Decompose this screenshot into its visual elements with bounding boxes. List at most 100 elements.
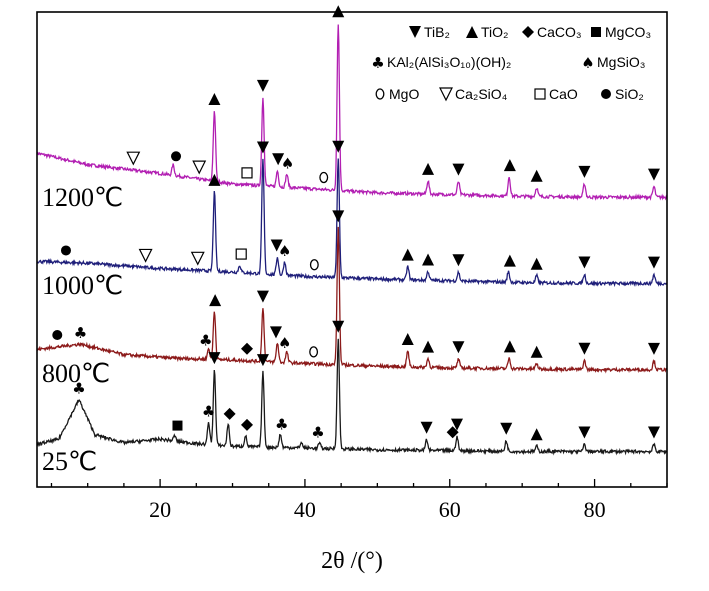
peak-marker-0-7: ♠ (281, 154, 294, 172)
peak-marker-1-1 (138, 248, 153, 263)
legend-marker-3 (591, 27, 601, 37)
peak-marker-2-10 (401, 333, 414, 346)
svg-text:♠: ♠ (278, 334, 291, 352)
peak-marker-3-11 (446, 426, 459, 439)
svg-text:♣: ♣ (275, 415, 288, 433)
peak-marker-1-12 (452, 254, 465, 267)
legend-marker-6 (375, 88, 385, 100)
legend-marker-9 (601, 89, 611, 99)
legend-label-8: CaO (549, 86, 578, 102)
series-line-1 (36, 158, 668, 288)
peak-marker-2-5 (256, 290, 269, 303)
x-axis: 20 40 60 80 (50, 479, 668, 522)
peak-marker-0-13 (530, 169, 543, 182)
peak-marker-2-6 (269, 326, 282, 339)
peak-marker-3-15 (578, 426, 591, 439)
marker-layer: ♠ ♠ ♣ ♣ ♠ ♣ ♣ ♣ ♣ (52, 5, 660, 441)
plot-frame (36, 11, 668, 488)
peak-marker-1-11 (422, 253, 435, 266)
peak-marker-0-4 (241, 167, 253, 179)
peak-marker-2-15 (578, 342, 591, 355)
peak-marker-3-8: ♣ (311, 423, 324, 441)
peak-marker-3-0: ♣ (72, 380, 85, 398)
legend: TiB₂ TiO₂ CaCO₃ MgCO₃ ♣ KAl₂(AlSi₃O₁₀)(OH)₂ ♠ M… (371, 24, 651, 102)
temp-label-0: 1200℃ (42, 183, 123, 212)
peak-marker-1-4 (235, 248, 247, 260)
peak-marker-1-8 (309, 259, 319, 271)
peak-marker-3-16 (647, 426, 660, 439)
svg-text:♣: ♣ (371, 54, 384, 72)
peak-marker-3-4 (223, 407, 236, 420)
x-tick-label-3: 80 (584, 497, 606, 522)
peak-marker-2-14 (530, 345, 543, 358)
svg-text:♣: ♣ (199, 332, 212, 350)
peak-marker-2-11 (422, 340, 435, 353)
peak-marker-1-0 (60, 245, 71, 256)
peak-marker-1-3 (208, 173, 221, 186)
peak-marker-1-16 (647, 256, 660, 269)
peak-marker-2-0 (52, 329, 63, 340)
peak-marker-0-6 (272, 153, 285, 166)
series-line-3 (36, 338, 667, 456)
peak-marker-3-14 (530, 428, 543, 441)
svg-text:♠: ♠ (581, 54, 594, 72)
peak-marker-3-2: ♣ (202, 403, 215, 421)
x-tick-label-2: 60 (439, 497, 461, 522)
legend-marker-0 (409, 26, 421, 38)
peak-marker-3-10 (420, 421, 433, 434)
temp-label-3: 25℃ (42, 447, 97, 476)
legend-marker-1 (466, 26, 478, 38)
series-line-0 (36, 24, 668, 201)
peak-marker-1-5 (256, 141, 269, 154)
legend-marker-2 (522, 26, 534, 38)
peak-marker-3-6 (256, 354, 269, 367)
legend-marker-7 (439, 87, 453, 102)
svg-text:♠: ♠ (281, 154, 294, 172)
x-tick-label-0: 20 (149, 497, 171, 522)
series-line-2 (36, 226, 668, 374)
peak-marker-1-15 (578, 256, 591, 269)
peak-marker-0-14 (578, 165, 591, 178)
peak-marker-1-7: ♠ (278, 242, 291, 260)
peak-marker-3-13 (500, 422, 513, 435)
legend-marker-8 (534, 88, 546, 100)
series-layer (36, 24, 668, 456)
svg-text:♠: ♠ (278, 242, 291, 260)
peak-marker-0-8 (319, 171, 329, 184)
peak-marker-2-9 (332, 210, 345, 223)
peak-marker-1-14 (530, 257, 543, 270)
peak-marker-0-0 (126, 151, 141, 166)
svg-text:♣: ♣ (202, 403, 215, 421)
peak-marker-0-15 (647, 168, 660, 181)
legend-label-5: MgSiO₃ (597, 54, 646, 70)
peak-marker-1-10 (401, 248, 414, 261)
legend-label-0: TiB₂ (424, 24, 450, 40)
peak-marker-3-7: ♣ (275, 415, 288, 433)
peak-marker-1-9 (332, 140, 345, 153)
peak-marker-2-2: ♣ (199, 332, 212, 350)
peak-marker-3-3 (208, 352, 221, 365)
temp-label-1: 1000℃ (42, 271, 123, 300)
peak-marker-3-12 (451, 418, 463, 431)
legend-marker-5: ♠ (581, 54, 594, 72)
peak-marker-0-12 (503, 159, 516, 172)
peak-marker-1-13 (503, 254, 516, 267)
temp-label-2: 800℃ (42, 359, 110, 388)
peak-marker-2-3 (209, 294, 222, 307)
svg-text:♣: ♣ (311, 423, 324, 441)
x-tick-label-1: 40 (294, 497, 316, 522)
legend-label-2: CaCO₃ (537, 24, 582, 40)
peak-marker-1-2 (190, 251, 205, 266)
legend-label-1: TiO₂ (481, 24, 508, 40)
svg-text:♣: ♣ (72, 380, 85, 398)
legend-label-4: KAl₂(AlSi₃O₁₀)(OH)₂ (387, 54, 511, 70)
peak-marker-3-1 (172, 420, 183, 431)
legend-label-9: SiO₂ (615, 86, 644, 102)
x-axis-title: 2θ /(°) (321, 548, 383, 574)
peak-marker-3-9 (332, 320, 345, 333)
legend-label-3: MgCO₃ (605, 24, 651, 40)
peak-marker-2-4 (241, 342, 253, 355)
svg-text:♣: ♣ (74, 324, 87, 342)
peak-marker-2-7: ♠ (278, 334, 291, 352)
